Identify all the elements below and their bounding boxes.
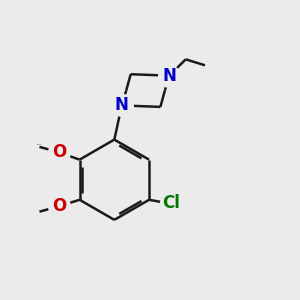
Text: methyl: methyl bbox=[37, 144, 42, 146]
Text: Cl: Cl bbox=[162, 194, 180, 212]
Text: N: N bbox=[162, 67, 176, 85]
Text: O: O bbox=[52, 143, 66, 161]
Text: N: N bbox=[115, 96, 129, 114]
Text: O: O bbox=[52, 197, 66, 215]
